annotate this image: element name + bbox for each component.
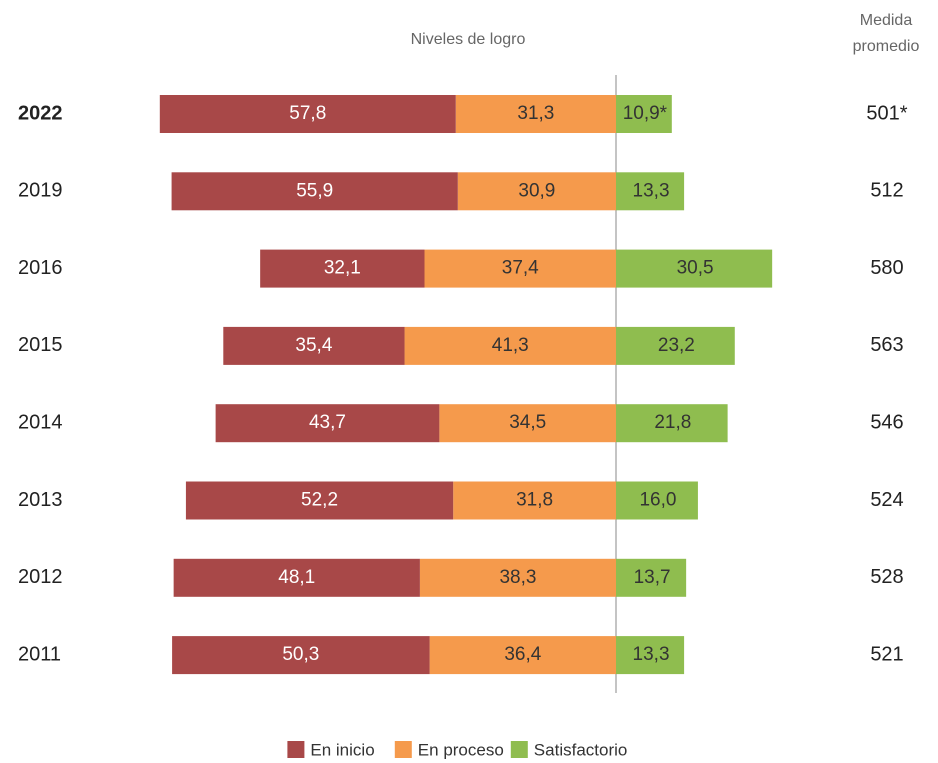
data-label: 13,3 [633, 644, 670, 665]
data-label: 21,8 [654, 412, 691, 433]
data-label: 37,4 [502, 258, 539, 279]
legend-label: En inicio [310, 740, 374, 759]
bar-segment [616, 95, 672, 133]
bar-segment [159, 95, 456, 133]
data-label: 38,3 [499, 567, 536, 588]
data-label: 16,0 [639, 490, 676, 511]
y-tick-label: 2012 [18, 566, 63, 588]
data-label: 43,7 [309, 412, 346, 433]
data-label: 13,3 [633, 180, 670, 201]
bar-segment [616, 172, 685, 211]
data-label: 31,3 [517, 103, 554, 124]
legend-label: En proceso [418, 740, 504, 759]
data-label: 35,4 [295, 335, 332, 356]
bar-segment [439, 404, 616, 443]
bar-segment [424, 249, 616, 288]
y-tick-label: 2013 [18, 489, 63, 511]
data-label: 57,8 [289, 103, 326, 124]
bar-segment [453, 481, 616, 520]
bar-segment [419, 558, 616, 597]
bar-segment [173, 558, 420, 597]
bar-segment [455, 95, 616, 133]
data-label: 13,7 [634, 567, 671, 588]
mean-score: 501* [866, 102, 907, 124]
y-tick-label: 2019 [18, 180, 63, 202]
mean-score: 512 [870, 180, 903, 202]
mean-score: 563 [870, 334, 903, 356]
legend-swatch [394, 741, 412, 758]
y-tick-label: 2014 [18, 411, 63, 433]
bar-segment [616, 404, 728, 443]
mean-score-header: Medida promedio [852, 12, 920, 55]
data-label: 30,5 [677, 258, 714, 279]
y-tick-label: 2015 [18, 334, 63, 356]
bar-segment [215, 404, 440, 443]
data-label: 30,9 [518, 180, 555, 201]
data-label: 31,8 [516, 490, 553, 511]
bar-segment [429, 636, 616, 675]
bar-segment [404, 326, 616, 365]
legend-label: Satisfactorio [534, 740, 628, 759]
bar-segment [616, 636, 685, 675]
bar-segment [616, 326, 735, 365]
bar-segment [223, 326, 405, 365]
legend-swatch [287, 741, 305, 758]
mean-score: 528 [870, 566, 903, 588]
bar-segment [616, 558, 687, 597]
data-label: 52,2 [301, 490, 338, 511]
data-label: 32,1 [324, 258, 361, 279]
bar-segment [616, 481, 698, 520]
legend-swatch [510, 741, 528, 758]
bar-segment [185, 481, 454, 520]
y-tick-label: 2011 [18, 643, 61, 665]
data-label: 41,3 [492, 335, 529, 356]
y-tick-label: 2016 [18, 257, 63, 279]
data-label: 36,4 [504, 644, 541, 665]
mean-score: 521 [870, 643, 903, 665]
y-tick-label: 2022 [18, 102, 63, 124]
data-label: 50,3 [282, 644, 319, 665]
mean-score: 524 [870, 489, 903, 511]
mean-score: 580 [870, 257, 903, 279]
chart-title: Niveles de logro [411, 31, 526, 48]
data-label: 34,5 [509, 412, 546, 433]
data-label: 10,9* [623, 103, 668, 124]
bar-segment [171, 172, 458, 211]
mean-score: 546 [870, 411, 903, 433]
data-label: 48,1 [278, 567, 315, 588]
data-label: 23,2 [658, 335, 695, 356]
bar-segment [260, 249, 425, 288]
bar-segment [457, 172, 616, 211]
data-label: 55,9 [296, 180, 333, 201]
bar-segment [616, 249, 773, 288]
bar-segment [172, 636, 430, 675]
